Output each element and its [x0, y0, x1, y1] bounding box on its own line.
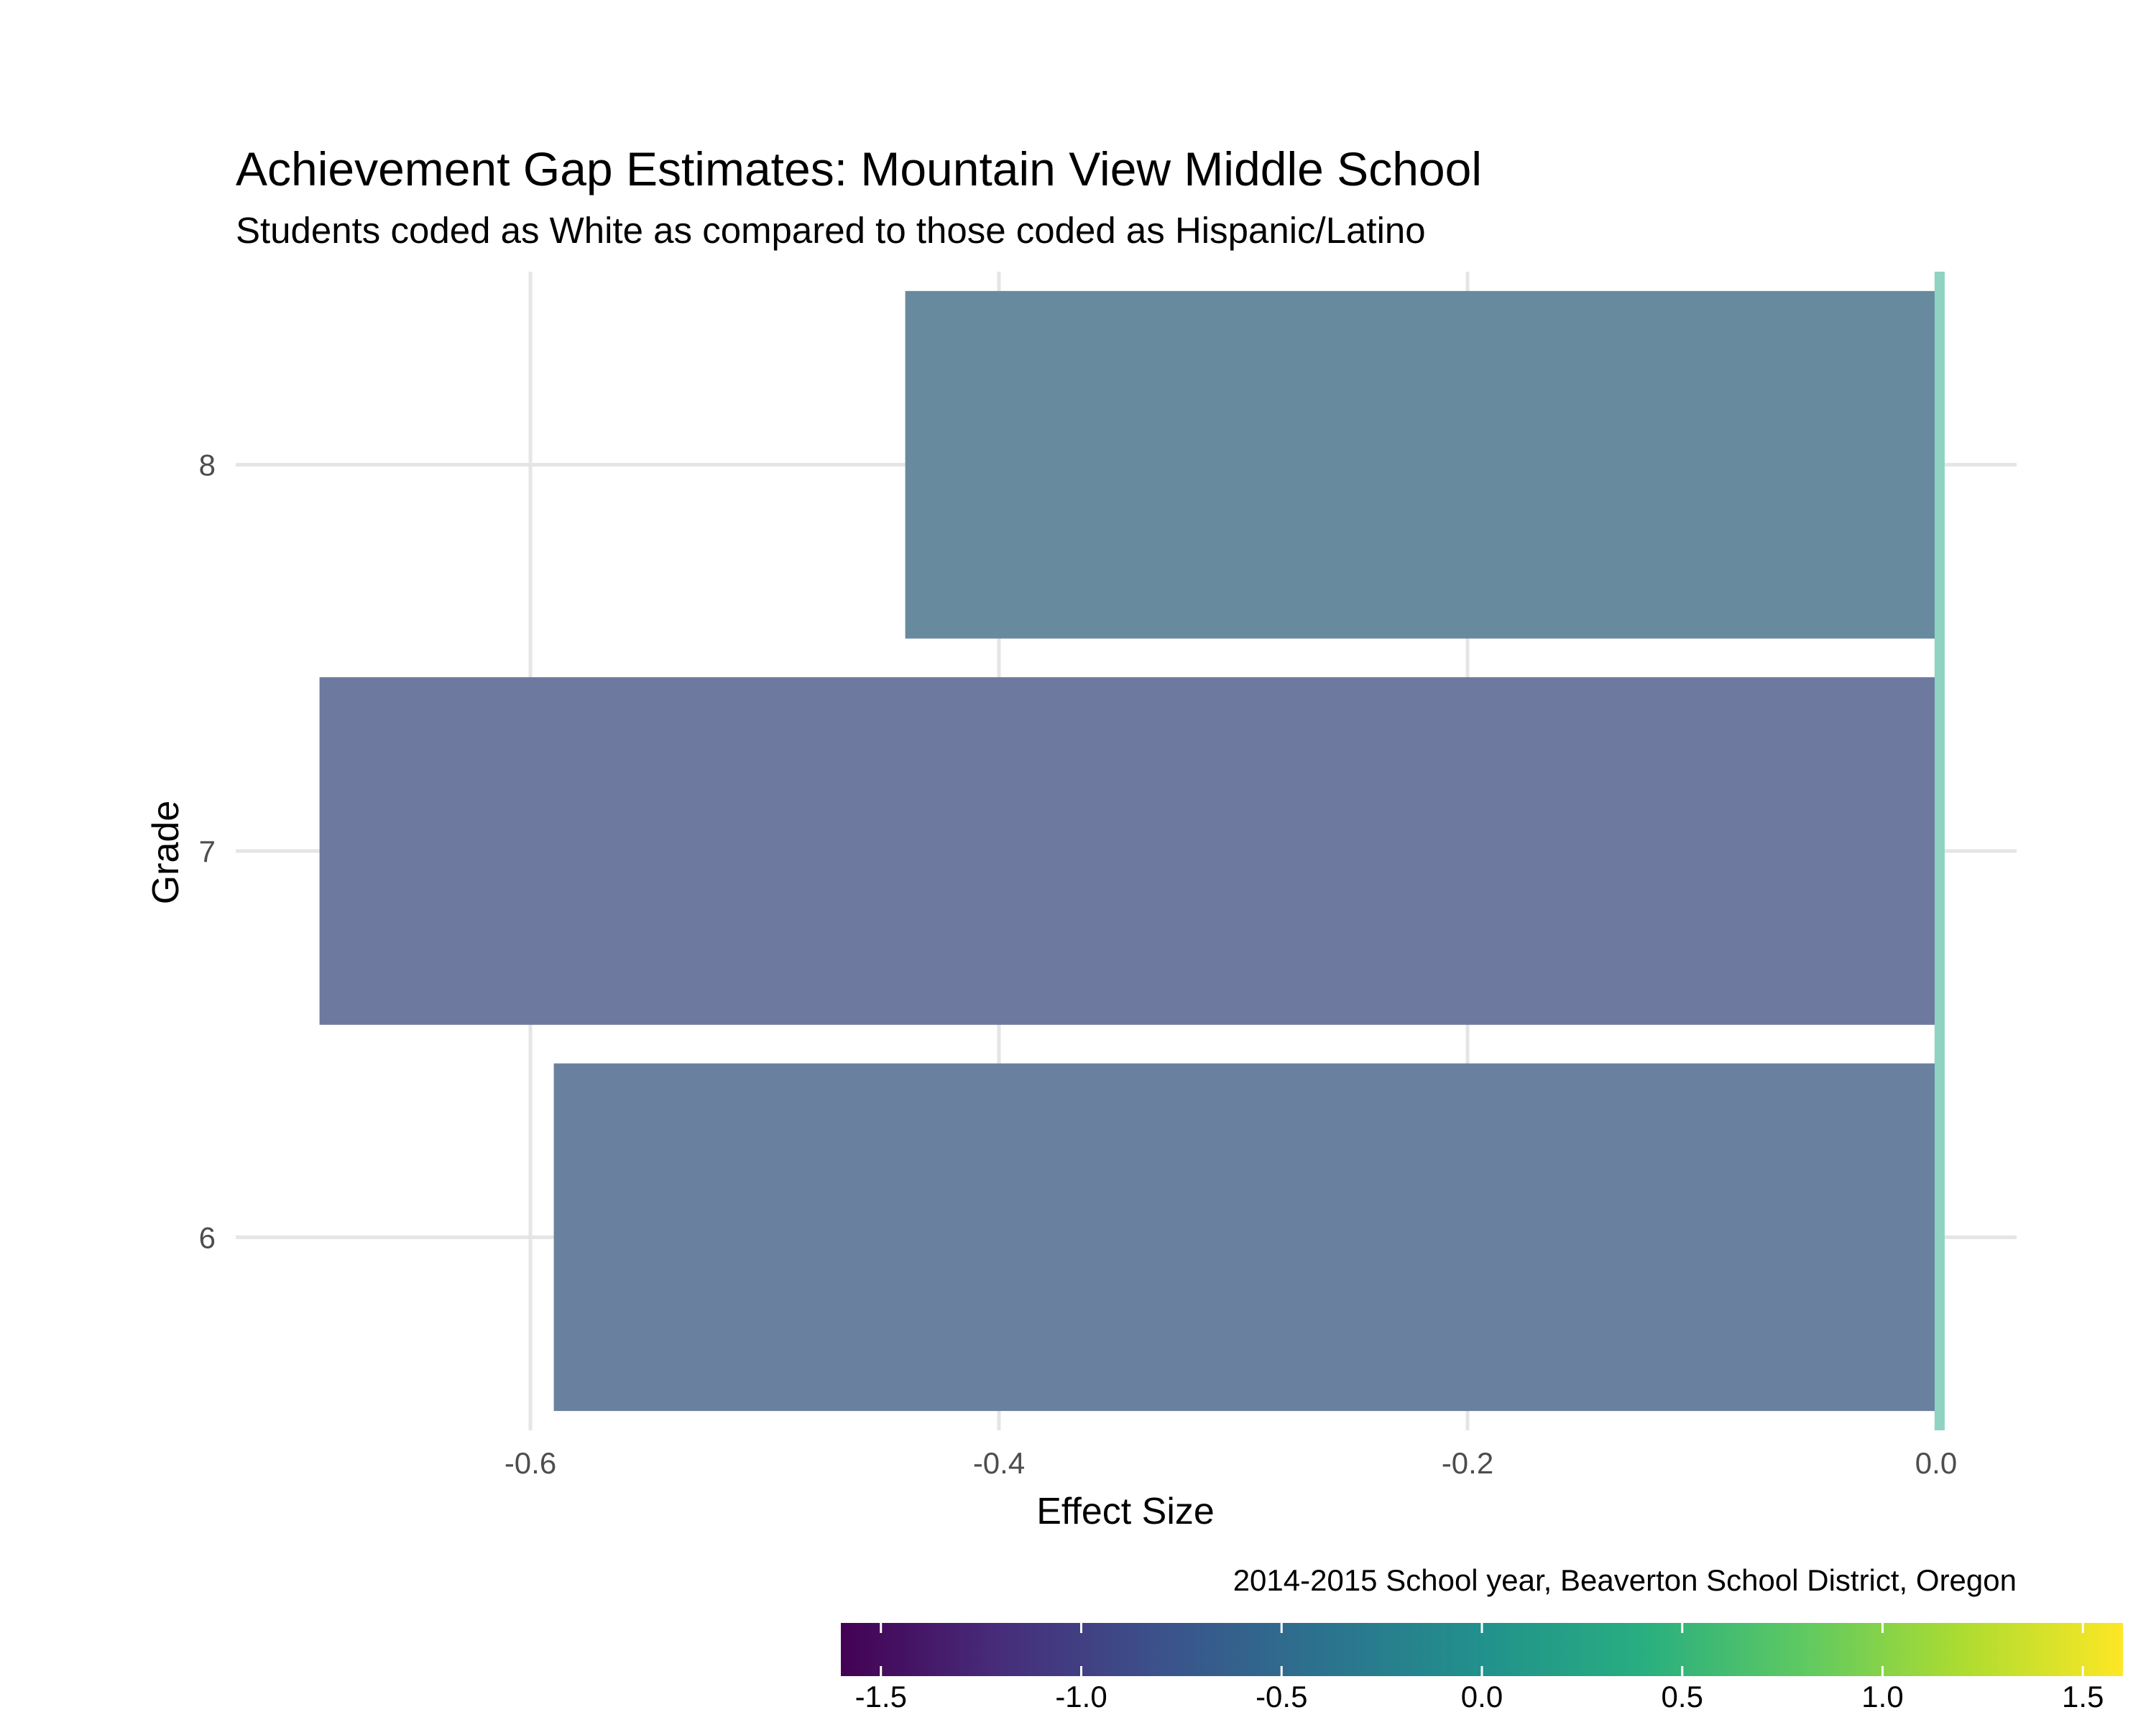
chart-title: Achievement Gap Estimates: Mountain View…: [236, 142, 1482, 196]
y-tick-label: 8: [199, 448, 216, 482]
chart-caption: 2014-2015 School year, Beaverton School …: [1233, 1563, 2017, 1597]
x-tick-label: -0.6: [505, 1446, 556, 1480]
y-axis-title: Grade: [145, 801, 187, 905]
colorbar-ticks: -1.5 -1.0 -0.5 0.0 0.5 1.0 1.5: [855, 1623, 2104, 1714]
bar-grade-6: [553, 1063, 1936, 1412]
bar-grade-8: [905, 290, 1936, 639]
x-tick-label: -0.2: [1442, 1446, 1493, 1480]
x-tick-label: -0.4: [973, 1446, 1025, 1480]
colorbar-tick-label: 1.0: [1861, 1680, 1903, 1714]
x-tick-labels: -0.6 -0.4 -0.2 0.0: [505, 1446, 1957, 1480]
colorbar-tick-label: 0.5: [1662, 1680, 1703, 1714]
colorbar-legend: -1.5 -1.0 -0.5 0.0 0.5 1.0 1.5: [841, 1623, 2123, 1714]
colorbar-tick-label: -0.5: [1256, 1680, 1307, 1714]
colorbar-tick-label: -1.0: [1055, 1680, 1107, 1714]
chart-subtitle: Students coded as White as compared to t…: [236, 210, 1426, 251]
colorbar-tick-label: 0.0: [1461, 1680, 1503, 1714]
y-tick-label: 7: [199, 834, 216, 868]
x-tick-label: 0.0: [1915, 1446, 1957, 1480]
bar-grade-7: [319, 677, 1936, 1025]
colorbar-tick-label: -1.5: [855, 1680, 907, 1714]
bars: [319, 290, 1936, 1412]
colorbar-tick-label: 1.5: [2062, 1680, 2104, 1714]
y-tick-labels: 6 7 8: [199, 448, 216, 1255]
y-tick-label: 6: [199, 1220, 216, 1254]
x-axis-title: Effect Size: [1036, 1491, 1215, 1532]
